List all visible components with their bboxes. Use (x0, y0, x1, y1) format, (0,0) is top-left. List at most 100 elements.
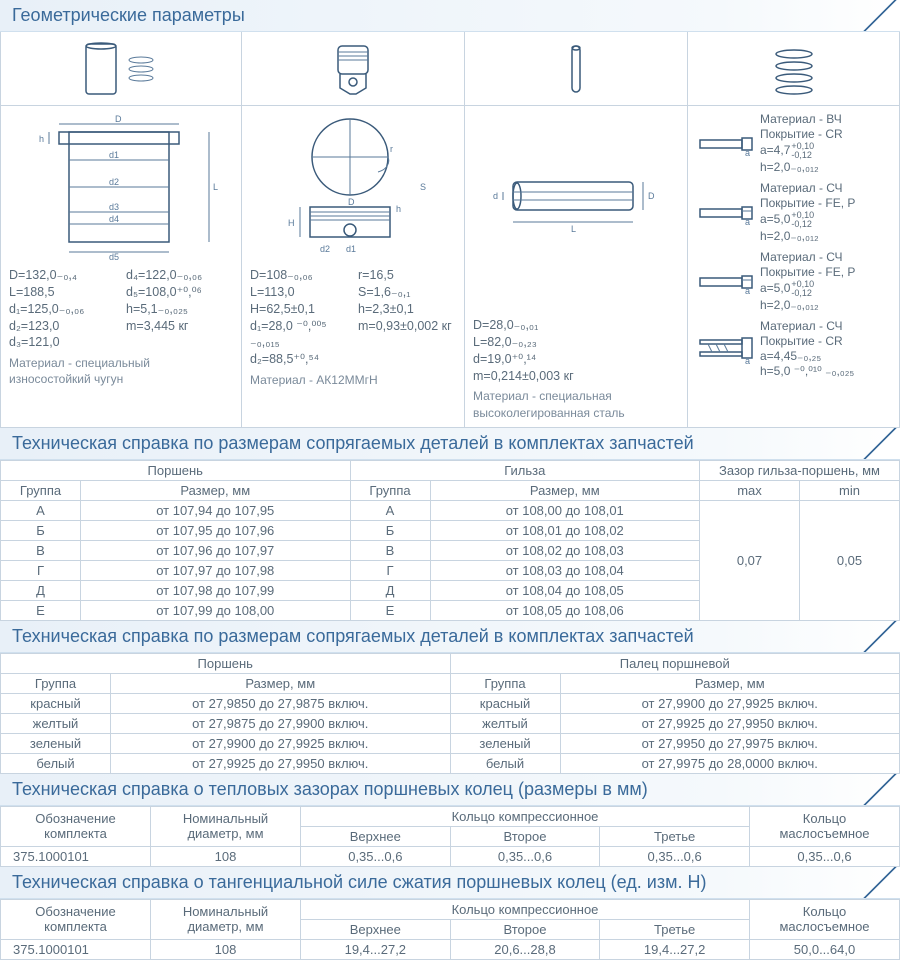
td: от 108,01 до 108,02 (430, 520, 700, 540)
td: от 27,9975 до 28,0000 включ. (560, 753, 900, 773)
svg-text:L: L (213, 182, 218, 192)
sleeve-p: d₄=122,0₋₀,₀₆ (126, 267, 233, 284)
th: max (700, 480, 800, 500)
td: В (1, 540, 81, 560)
ring-h: h=5,0 ⁻⁰,⁰¹⁰ ₋₀,₀₂₅ (760, 364, 891, 379)
table-row: белый от 27,9925 до 27,9950 включ. белый… (1, 753, 900, 773)
td: от 108,02 до 108,03 (430, 540, 700, 560)
ring-row: a Материал - СЧ Покрытие - CR a=4,45₋₀,₂… (696, 319, 891, 379)
svg-text:D: D (648, 191, 655, 201)
td: от 107,97 до 107,98 (81, 560, 351, 580)
svg-text:h: h (396, 204, 401, 214)
ring-material: Материал - ВЧ (760, 112, 891, 127)
ring-row: a Материал - СЧ Покрытие - FE, P a=5,0+0… (696, 181, 891, 244)
th: Третье (600, 826, 750, 846)
table-row: красный от 27,9850 до 27,9875 включ. кра… (1, 693, 900, 713)
th: Зазор гильза-поршень, мм (700, 460, 900, 480)
td: желтый (450, 713, 560, 733)
ring-a: a=4,45₋₀,₂₅ (760, 349, 891, 364)
td: белый (1, 753, 111, 773)
td: зеленый (1, 733, 111, 753)
piston-p: L=113,0 (250, 284, 348, 301)
sleeve-p: L=188,5 (9, 284, 116, 301)
sleeve-p: m=3,445 кг (126, 318, 233, 335)
td: от 108,03 до 108,04 (430, 560, 700, 580)
ring-h: h=2,0₋₀,₀₁₂ (760, 229, 891, 244)
td: от 27,9925 до 27,9950 включ. (111, 753, 451, 773)
rings-detail: a Материал - ВЧ Покрытие - CR a=4,7+0,10… (688, 106, 900, 427)
td: от 27,9900 до 27,9925 включ. (560, 693, 900, 713)
ring-section-icon: a (696, 181, 756, 244)
svg-text:a: a (745, 217, 750, 225)
header-ref1: Техническая справка по размерам сопрягае… (0, 428, 900, 460)
ring-a: a=5,0+0,10-0,12 (760, 280, 891, 298)
table-row: А от 107,94 до 107,95 А от 108,00 до 108… (1, 500, 900, 520)
sleeve-p: h=5,1₋₀,₀₂₅ (126, 301, 233, 318)
th: Верхнее (301, 826, 451, 846)
th: Второе (450, 919, 600, 939)
th: Верхнее (301, 919, 451, 939)
ring-material: Материал - СЧ (760, 181, 891, 196)
td: 0,35...0,6 (450, 846, 600, 866)
piston-p: h=2,3±0,1 (358, 301, 456, 318)
table-piston-pin: Поршень Палец поршневой Группа Размер, м… (0, 653, 900, 774)
td: от 108,05 до 108,06 (430, 600, 700, 620)
icon-piston (242, 32, 465, 106)
ring-h: h=2,0₋₀,₀₁₂ (760, 298, 891, 313)
td: 50,0...64,0 (750, 939, 900, 959)
ring-coating: Покрытие - FE, P (760, 196, 891, 211)
th: Кольцо компрессионное (301, 899, 750, 919)
table-row: желтый от 27,9875 до 27,9900 включ. желт… (1, 713, 900, 733)
th: Кольцо маслосъемное (750, 806, 900, 846)
td: Д (1, 580, 81, 600)
td: от 27,9950 до 27,9975 включ. (560, 733, 900, 753)
ring-section-icon: a (696, 250, 756, 313)
th: min (800, 480, 900, 500)
td: 0,35...0,6 (600, 846, 750, 866)
header-ref2: Техническая справка по размерам сопрягае… (0, 621, 900, 653)
sleeve-material: Материал - специальный износостойкий чуг… (9, 355, 233, 387)
td: от 107,99 до 108,00 (81, 600, 351, 620)
table-tangential: Обозначение комплекта Номинальный диамет… (0, 899, 900, 960)
td: Д (350, 580, 430, 600)
icon-pin (465, 32, 688, 106)
ring-a: a=4,7+0,10-0,12 (760, 142, 891, 160)
ring-h: h=2,0₋₀,₀₁₂ (760, 160, 891, 175)
table-thermal: Обозначение комплекта Номинальный диамет… (0, 806, 900, 867)
th: Группа (1, 673, 111, 693)
piston-detail: r S d2 d1 D h H D=108₋₀,₀₆ L=113,0 H=62,… (242, 106, 465, 427)
th: Кольцо маслосъемное (750, 899, 900, 939)
td: 19,4...27,2 (301, 939, 451, 959)
svg-text:d1: d1 (109, 150, 119, 160)
th: Группа (450, 673, 560, 693)
td: 108 (151, 939, 301, 959)
td: от 27,9850 до 27,9875 включ. (111, 693, 451, 713)
th: Размер, мм (560, 673, 900, 693)
td: Г (1, 560, 81, 580)
table-row: зеленый от 27,9900 до 27,9925 включ. зел… (1, 733, 900, 753)
piston-p: d₂=88,5⁺⁰,⁵⁴ (250, 351, 348, 368)
pin-p: m=0,214±0,003 кг (473, 368, 679, 385)
td: от 27,9900 до 27,9925 включ. (111, 733, 451, 753)
header-tangential: Техническая справка о тангенциальной сил… (0, 867, 900, 899)
td: белый (450, 753, 560, 773)
th: Группа (350, 480, 430, 500)
pin-p: d=19,0⁺⁰,¹⁴ (473, 351, 679, 368)
svg-text:a: a (745, 356, 750, 364)
svg-text:d4: d4 (109, 214, 119, 224)
piston-p: m=0,93±0,002 кг (358, 318, 456, 335)
ring-row: a Материал - ВЧ Покрытие - CR a=4,7+0,10… (696, 112, 891, 175)
sleeve-p: d₂=123,0 (9, 318, 116, 335)
svg-text:d: d (493, 191, 498, 201)
ring-a: a=5,0+0,10-0,12 (760, 211, 891, 229)
svg-text:d1: d1 (346, 244, 356, 254)
td: 20,6...28,8 (450, 939, 600, 959)
piston-p: d₁=28,0 ⁻⁰,⁰⁰⁵ ₋₀,₀₁₅ (250, 318, 348, 352)
td: от 107,95 до 107,96 (81, 520, 351, 540)
svg-text:d2: d2 (320, 244, 330, 254)
svg-text:L: L (571, 224, 576, 234)
th: Размер, мм (81, 480, 351, 500)
svg-text:a: a (745, 286, 750, 294)
pin-p: D=28,0₋₀,₀₁ (473, 317, 679, 334)
th: Размер, мм (430, 480, 700, 500)
